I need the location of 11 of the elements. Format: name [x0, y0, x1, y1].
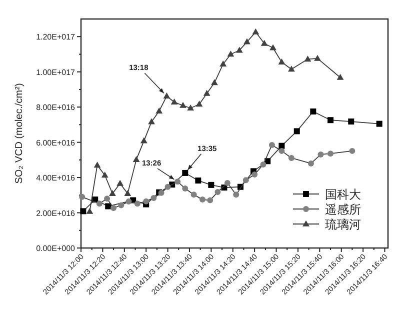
ytick: 8.00E+016: [36, 103, 75, 112]
legend-label: 国科大: [325, 188, 361, 202]
ytick: 1.00E+017: [36, 68, 75, 77]
ylabel: SO₂ VCD (molec./cm²): [14, 83, 25, 184]
ytick: 2.00E+016: [36, 208, 75, 218]
ytick: 6.00E+016: [36, 138, 75, 148]
ytick: 4.00E+016: [36, 174, 75, 183]
legend-label: 遥感所: [325, 202, 361, 216]
ytick: 1.20E+017: [36, 32, 75, 42]
ytick: 0.00E+000: [36, 244, 75, 253]
legend-label: 琉璃河: [325, 218, 361, 232]
